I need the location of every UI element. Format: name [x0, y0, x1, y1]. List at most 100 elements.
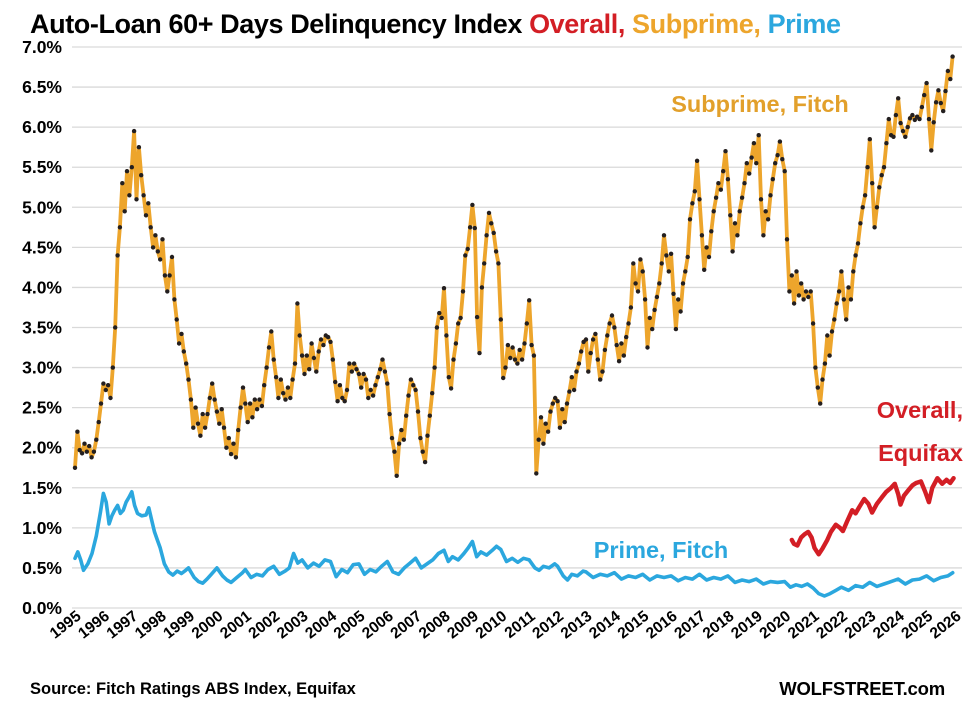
subprime-data-point [948, 76, 953, 82]
subprime-data-point [945, 68, 951, 74]
y-tick-label: 0.0% [22, 598, 62, 618]
subprime-data-point [872, 225, 877, 230]
subprime-data-point [571, 387, 577, 393]
subprime-data-point [318, 337, 324, 342]
subprime-data-point [616, 359, 622, 364]
subprime-data-point [529, 342, 534, 348]
subprime-data-point [340, 395, 345, 401]
wolfstreet-brand: WOLFSTREET.com [779, 678, 945, 699]
subprime-data-point [664, 253, 669, 258]
subprime-data-point [841, 297, 846, 302]
subprime-data-point [600, 369, 605, 374]
subprime-data-point [221, 425, 227, 430]
subprime-data-point [896, 96, 901, 101]
subprime-data-point [281, 391, 286, 396]
subprime-data-point [683, 269, 688, 274]
subprime-data-point [489, 221, 494, 226]
subprime-data-point [799, 281, 804, 286]
subprime-data-point [146, 201, 151, 206]
subprime-data-point [328, 339, 333, 345]
x-tick-label: 2026 [927, 608, 965, 643]
subprime-data-point [127, 193, 132, 198]
subprime-data-point [333, 379, 338, 385]
chart-title-prime: Prime [767, 9, 841, 39]
overall-series-label-line2: Equifax [878, 440, 963, 466]
subprime-data-point [739, 195, 745, 200]
subprime-data-point [292, 361, 298, 366]
subprime-data-point [311, 355, 317, 361]
subprime-data-point [380, 357, 385, 362]
subprime-data-point [692, 189, 697, 194]
subprime-data-point [389, 435, 395, 441]
subprime-data-point [545, 429, 551, 434]
subprime-data-point [491, 230, 496, 236]
subprime-data-point [160, 237, 165, 242]
subprime-data-point [484, 233, 489, 238]
subprime-data-point [366, 395, 371, 401]
subprime-data-point [583, 337, 589, 342]
delinquency-line-chart: 0.0% 0.5% 1.0% 1.5% 2.0% 2.5% 3.0% 3.5% 4.0% 4.5%… [22, 37, 965, 643]
chart-title-main: Auto-Loan 60+ Days Delinquency Index [30, 9, 530, 39]
subprime-data-point [517, 347, 522, 353]
subprime-data-point [716, 181, 721, 186]
subprime-data-point [408, 377, 414, 382]
subprime-data-point [89, 455, 94, 460]
subprime-data-point [124, 169, 130, 174]
subprime-data-point [860, 205, 865, 210]
subprime-data-point [207, 395, 212, 401]
subprime-data-point [411, 383, 416, 388]
subprime-data-point [808, 289, 813, 294]
subprime-data-point [200, 411, 205, 417]
subprime-data-point [777, 139, 783, 144]
subprime-data-point [439, 315, 444, 321]
subprime-data-point [730, 249, 735, 254]
subprime-data-point [243, 401, 248, 406]
subprime-data-point [853, 253, 858, 258]
subprime-data-point [361, 371, 366, 377]
subprime-data-point [702, 267, 707, 272]
subprime-data-point [285, 385, 291, 390]
subprime-data-point [855, 241, 861, 246]
subprime-data-point [153, 233, 158, 238]
subprime-data-point [687, 217, 693, 222]
subprime-data-point [276, 395, 281, 401]
subprime-data-point [174, 317, 179, 322]
subprime-data-point [697, 197, 702, 202]
subprime-data-point [557, 425, 563, 430]
subprime-data-point [430, 391, 435, 396]
subprime-data-point [706, 254, 712, 260]
overall-series-label-line1: Overall, [877, 397, 963, 423]
y-tick-label: 3.0% [22, 358, 62, 378]
subprime-data-point [865, 165, 870, 170]
subprime-data-point [82, 441, 87, 446]
subprime-data-point [590, 337, 596, 342]
subprime-data-point [631, 261, 636, 266]
subprime-data-point [176, 341, 182, 346]
subprime-data-point [654, 294, 660, 300]
subprime-data-point [297, 333, 302, 338]
subprime-data-point [505, 342, 511, 348]
subprime-data-point [427, 413, 432, 418]
subprime-data-point [418, 435, 423, 441]
subprime-data-point [775, 153, 780, 158]
subprime-data-point [815, 385, 820, 390]
subprime-data-point [668, 251, 674, 256]
subprime-data-point [359, 385, 364, 390]
subprime-data-point [711, 209, 716, 214]
subprime-data-point [877, 185, 882, 190]
subprime-data-point [193, 405, 198, 410]
subprime-data-point [666, 269, 671, 274]
subprime-data-point [172, 297, 177, 302]
subprime-data-point [941, 108, 946, 114]
subprime-data-point [406, 393, 411, 398]
subprime-data-point [619, 341, 624, 346]
subprime-data-point [898, 120, 903, 126]
subprime-data-point [84, 449, 90, 454]
subprime-data-point [472, 225, 477, 231]
subprime-data-point [756, 133, 761, 138]
subprime-data-point [131, 128, 137, 134]
subprime-data-point [422, 459, 428, 465]
subprime-data-point [415, 409, 421, 414]
subprime-data-point [801, 297, 806, 302]
prime-series-label: Prime, Fitch [594, 537, 729, 563]
